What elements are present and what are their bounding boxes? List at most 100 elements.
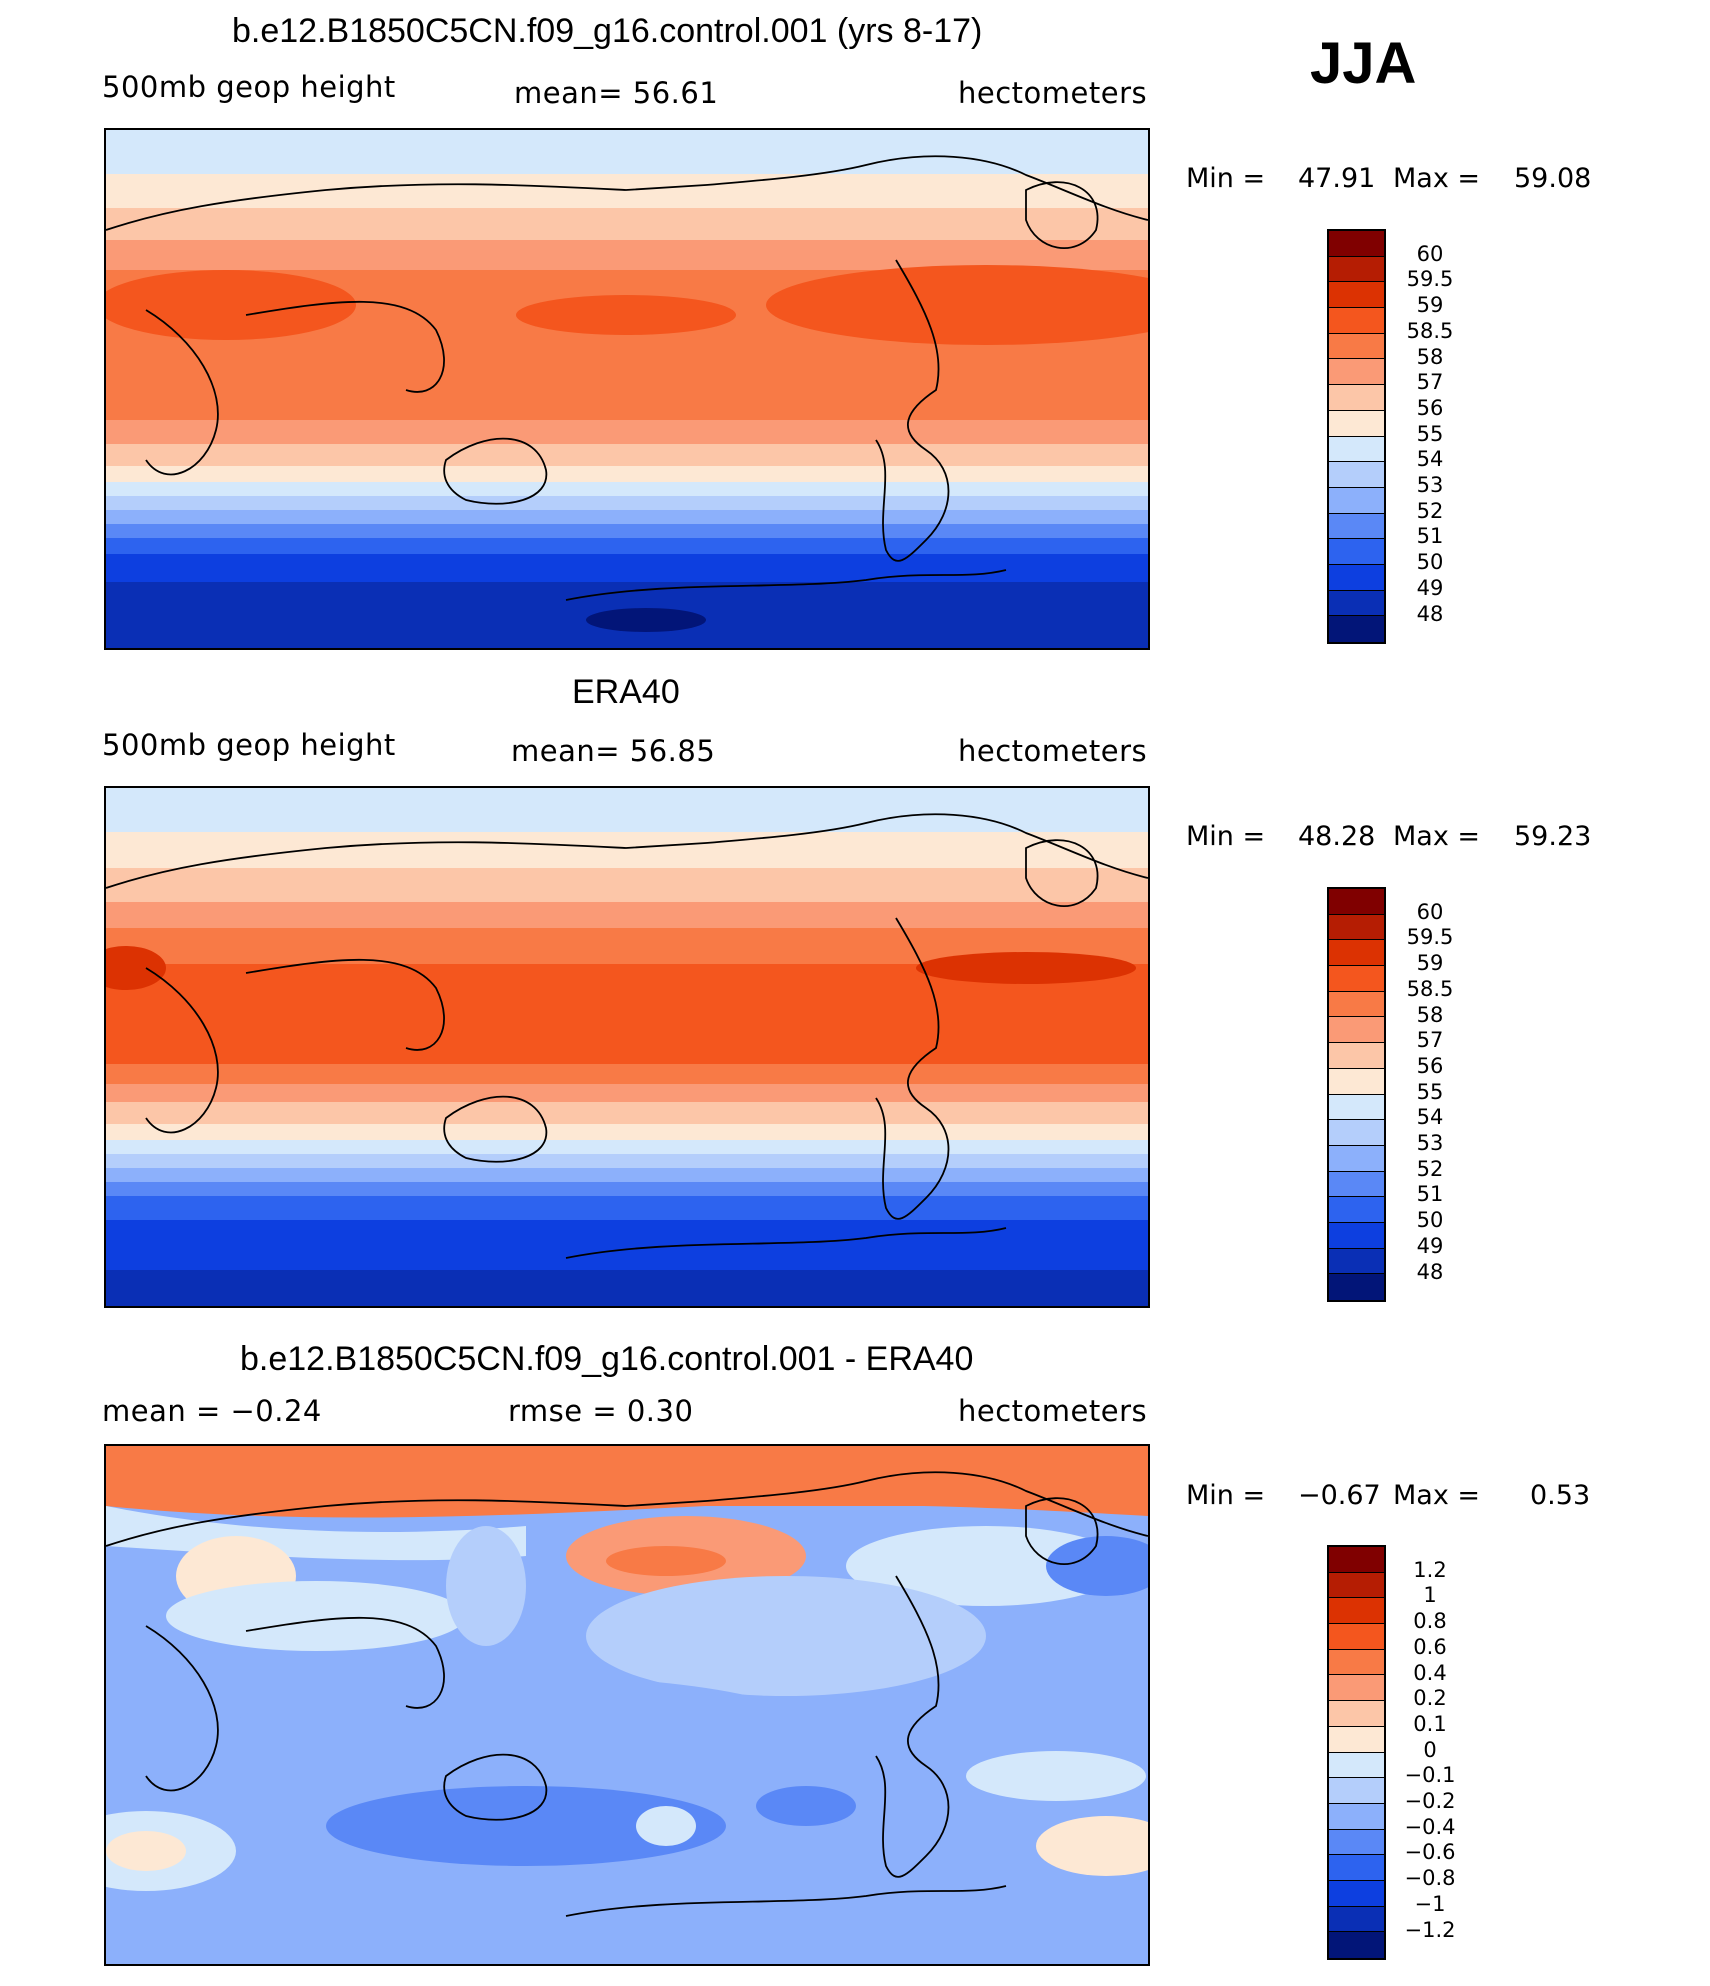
colorbar-swatch: [1329, 410, 1384, 437]
colorbar-tick-label: 57: [1416, 370, 1444, 395]
colorbar-tick-label: 1.2: [1413, 1557, 1447, 1582]
colorbar-tick-label: 0.4: [1413, 1660, 1447, 1685]
colorbar-tick-label: −0.2: [1404, 1789, 1456, 1813]
panel1-map: [104, 128, 1150, 650]
panel3-units-label: hectometers: [958, 1394, 1148, 1428]
colorbar-tick-label: 57: [1416, 1028, 1444, 1053]
colorbar-tick-label: 53: [1416, 1131, 1444, 1155]
panel1-contour-field: [106, 130, 1148, 648]
panel2-max-label: Max =: [1393, 821, 1481, 852]
colorbar-tick-label: 48: [1416, 601, 1444, 626]
colorbar-swatch: [1329, 256, 1384, 283]
season-label: JJA: [1310, 31, 1417, 96]
colorbar-swatch: [1329, 436, 1384, 463]
colorbar-swatch: [1329, 1274, 1384, 1300]
panel1-max-label: Max =: [1393, 163, 1481, 194]
panel2-title: ERA40: [572, 673, 680, 711]
panel2-units-label: hectometers: [958, 734, 1148, 768]
colorbar-tick-label: 0.2: [1413, 1686, 1447, 1711]
panel1-max-value: 59.08: [1514, 163, 1592, 194]
colorbar-swatch: [1329, 1043, 1384, 1069]
colorbar-tick-label: 49: [1416, 575, 1444, 600]
panel3-min-value: −0.67: [1298, 1480, 1381, 1511]
colorbar-swatch: [1329, 1855, 1384, 1881]
panel3-mean-label: mean = −0.24: [102, 1394, 322, 1428]
colorbar-swatch: [1329, 462, 1384, 488]
colorbar-swatch: [1329, 1017, 1384, 1044]
colorbar-swatch: [1329, 231, 1384, 257]
panel1-min-value: 47.91: [1298, 163, 1376, 194]
colorbar-tick-label: 51: [1416, 524, 1444, 549]
panel2-mean-label: mean= 56.85: [511, 734, 716, 768]
colorbar-tick-label: 0.1: [1413, 1711, 1447, 1736]
colorbar-swatch: [1329, 1222, 1384, 1249]
panel1-units-label: hectometers: [958, 76, 1148, 110]
colorbar-tick-label: 50: [1416, 550, 1444, 575]
colorbar-swatch: [1329, 1675, 1384, 1702]
colorbar-swatch: [1329, 385, 1384, 411]
colorbar-swatch: [1329, 487, 1384, 514]
colorbar-swatch: [1329, 1752, 1384, 1779]
panel3-colorbar: [1327, 1545, 1386, 1960]
panel3-contour-field: [106, 1446, 1148, 1964]
colorbar-swatch: [1329, 1701, 1384, 1727]
colorbar-tick-label: −0.1: [1404, 1763, 1456, 1788]
panel2-max-value: 59.23: [1514, 821, 1592, 852]
colorbar-swatch: [1329, 1197, 1384, 1223]
colorbar-swatch: [1329, 590, 1384, 617]
panel1-title: b.e12.B1850C5CN.f09_g16.control.001 (yrs…: [232, 12, 983, 50]
colorbar-swatch: [1329, 966, 1384, 992]
colorbar-tick-label: −1: [1414, 1891, 1446, 1916]
colorbar-swatch: [1329, 1120, 1384, 1146]
panel2-colorbar: [1327, 887, 1386, 1302]
panel3-max-value: 0.53: [1530, 1480, 1591, 1511]
panel1-min-label: Min =: [1186, 163, 1266, 194]
panel3-title: b.e12.B1850C5CN.f09_g16.control.001 - ER…: [240, 1340, 974, 1378]
colorbar-swatch: [1329, 914, 1384, 941]
colorbar-swatch: [1329, 1829, 1384, 1856]
colorbar-swatch: [1329, 282, 1384, 309]
colorbar-swatch: [1329, 1171, 1384, 1198]
colorbar-tick-label: 56: [1416, 1053, 1444, 1078]
colorbar-swatch: [1329, 1145, 1384, 1172]
colorbar-swatch: [1329, 333, 1384, 360]
colorbar-swatch: [1329, 1803, 1384, 1830]
colorbar-swatch: [1329, 539, 1384, 565]
colorbar-tick-label: 0.8: [1413, 1609, 1447, 1634]
colorbar-tick-label: 52: [1416, 1156, 1444, 1181]
colorbar-swatch: [1329, 359, 1384, 386]
colorbar-swatch: [1329, 1068, 1384, 1095]
colorbar-tick-label: 55: [1416, 1079, 1444, 1104]
colorbar-tick-label: 0: [1423, 1737, 1437, 1762]
colorbar-swatch: [1329, 1778, 1384, 1804]
colorbar-swatch: [1329, 1572, 1384, 1599]
colorbar-tick-label: 58: [1416, 344, 1444, 369]
colorbar-tick-label: 1: [1423, 1583, 1437, 1608]
colorbar-tick-label: 55: [1416, 421, 1444, 446]
colorbar-swatch: [1329, 1880, 1384, 1907]
colorbar-swatch: [1329, 616, 1384, 642]
colorbar-swatch: [1329, 1547, 1384, 1573]
colorbar-tick-label: 59: [1416, 293, 1444, 318]
colorbar-swatch: [1329, 1726, 1384, 1753]
panel2-variable-label: 500mb geop height: [102, 728, 396, 762]
colorbar-swatch: [1329, 1906, 1384, 1933]
colorbar-tick-label: 58.5: [1406, 976, 1454, 1001]
colorbar-swatch: [1329, 1248, 1384, 1275]
colorbar-swatch: [1329, 1649, 1384, 1676]
colorbar-swatch: [1329, 889, 1384, 915]
colorbar-tick-label: 60: [1416, 899, 1444, 924]
colorbar-tick-label: 51: [1416, 1182, 1444, 1207]
colorbar-swatch: [1329, 1094, 1384, 1121]
colorbar-swatch: [1329, 1598, 1384, 1625]
colorbar-swatch: [1329, 1624, 1384, 1650]
panel3-rmse-label: rmse = 0.30: [508, 1394, 694, 1428]
panel2-map: [104, 786, 1150, 1308]
colorbar-tick-label: 59.5: [1406, 267, 1454, 292]
colorbar-tick-label: −0.8: [1404, 1866, 1456, 1891]
colorbar-tick-label: 53: [1416, 473, 1444, 497]
panel2-min-label: Min =: [1186, 821, 1266, 852]
colorbar-swatch: [1329, 940, 1384, 967]
panel3-min-label: Min =: [1186, 1480, 1266, 1511]
colorbar-swatch: [1329, 308, 1384, 334]
